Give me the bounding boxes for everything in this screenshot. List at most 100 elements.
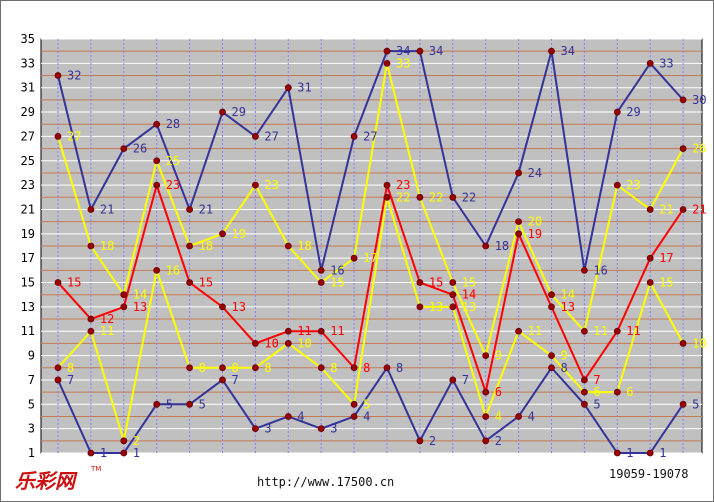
data-label: 25 bbox=[166, 154, 180, 168]
data-point bbox=[679, 206, 687, 213]
vertical-gridlines bbox=[57, 39, 684, 453]
data-point bbox=[120, 145, 128, 152]
data-point bbox=[646, 206, 654, 213]
data-label: 9 bbox=[495, 349, 502, 363]
data-point bbox=[613, 108, 621, 116]
data-label: 13 bbox=[232, 300, 246, 314]
logo: 乐彩网 bbox=[15, 469, 78, 493]
data-label: 22 bbox=[429, 190, 443, 204]
data-point bbox=[54, 376, 62, 384]
data-label: 21 bbox=[199, 202, 213, 216]
data-point bbox=[646, 279, 654, 286]
data-label: 2 bbox=[133, 434, 140, 448]
y-tick-label: 17 bbox=[21, 251, 35, 265]
data-label: 21 bbox=[692, 202, 706, 216]
y-tick-label: 19 bbox=[21, 227, 35, 241]
data-point bbox=[153, 266, 161, 274]
data-point bbox=[449, 279, 457, 286]
data-label: 18 bbox=[297, 239, 311, 253]
data-point bbox=[613, 181, 621, 189]
data-label: 15 bbox=[330, 276, 344, 290]
series-line-3 bbox=[57, 184, 684, 394]
data-point bbox=[87, 315, 95, 323]
data-label: 6 bbox=[593, 385, 600, 399]
data-label: 15 bbox=[199, 276, 213, 290]
data-label: 10 bbox=[297, 336, 311, 350]
data-point bbox=[87, 242, 95, 250]
data-point bbox=[515, 230, 522, 238]
data-label: 16 bbox=[166, 263, 180, 277]
data-label: 29 bbox=[232, 105, 246, 119]
data-label: 31 bbox=[297, 81, 311, 95]
data-point bbox=[449, 376, 457, 384]
data-label: 2 bbox=[495, 434, 502, 448]
data-point bbox=[416, 193, 424, 201]
data-label: 8 bbox=[232, 361, 239, 375]
y-tick-label: 9 bbox=[28, 349, 35, 363]
data-point bbox=[581, 327, 588, 335]
data-point bbox=[515, 327, 522, 335]
data-point bbox=[251, 425, 259, 433]
data-point bbox=[87, 449, 95, 457]
data-label: 13 bbox=[429, 300, 443, 314]
data-point bbox=[219, 376, 226, 384]
y-tick-label: 11 bbox=[21, 324, 35, 338]
data-point bbox=[449, 291, 457, 299]
data-label: 34 bbox=[429, 44, 443, 58]
series-line-5 bbox=[57, 366, 684, 454]
data-label: 5 bbox=[199, 397, 206, 411]
data-point bbox=[153, 157, 161, 165]
data-point bbox=[251, 340, 259, 347]
data-point bbox=[350, 400, 358, 408]
y-tick-label: 31 bbox=[21, 81, 35, 95]
data-label: 12 bbox=[100, 312, 114, 326]
data-label: 21 bbox=[659, 202, 673, 216]
data-point bbox=[482, 242, 490, 250]
data-label: 1 bbox=[100, 446, 107, 460]
data-label: 24 bbox=[528, 166, 542, 180]
data-point bbox=[219, 108, 226, 116]
data-label: 8 bbox=[199, 361, 206, 375]
series-points bbox=[54, 47, 687, 457]
data-label: 3 bbox=[330, 422, 337, 436]
data-label: 1 bbox=[133, 446, 140, 460]
data-label: 17 bbox=[659, 251, 673, 265]
data-point bbox=[54, 279, 62, 286]
series-line-2 bbox=[57, 62, 684, 357]
data-point bbox=[383, 181, 391, 189]
y-tick-label: 35 bbox=[21, 32, 35, 46]
data-point bbox=[153, 400, 161, 408]
data-label: 14 bbox=[561, 288, 575, 302]
y-tick-label: 7 bbox=[28, 373, 35, 387]
data-label: 22 bbox=[396, 190, 410, 204]
data-label: 23 bbox=[396, 178, 410, 192]
data-point bbox=[646, 254, 654, 262]
data-point bbox=[383, 193, 391, 201]
data-label: 29 bbox=[626, 105, 640, 119]
data-label: 5 bbox=[363, 397, 370, 411]
data-point bbox=[449, 303, 457, 311]
data-point bbox=[482, 437, 490, 445]
data-label: 8 bbox=[396, 361, 403, 375]
data-label: 17 bbox=[363, 251, 377, 265]
data-label: 11 bbox=[626, 324, 640, 338]
data-label: 34 bbox=[396, 44, 410, 58]
data-label: 8 bbox=[264, 361, 271, 375]
data-label: 7 bbox=[593, 373, 600, 387]
data-point bbox=[581, 266, 588, 274]
data-label: 23 bbox=[264, 178, 278, 192]
data-point bbox=[449, 193, 457, 201]
data-label: 11 bbox=[330, 324, 344, 338]
data-point bbox=[646, 449, 654, 457]
data-label: 1 bbox=[626, 446, 633, 460]
data-label: 7 bbox=[232, 373, 239, 387]
data-label: 19 bbox=[528, 227, 542, 241]
data-label: 13 bbox=[133, 300, 147, 314]
data-label: 22 bbox=[462, 190, 476, 204]
data-label: 28 bbox=[166, 117, 180, 131]
data-label: 16 bbox=[330, 263, 344, 277]
data-label: 33 bbox=[396, 56, 410, 70]
